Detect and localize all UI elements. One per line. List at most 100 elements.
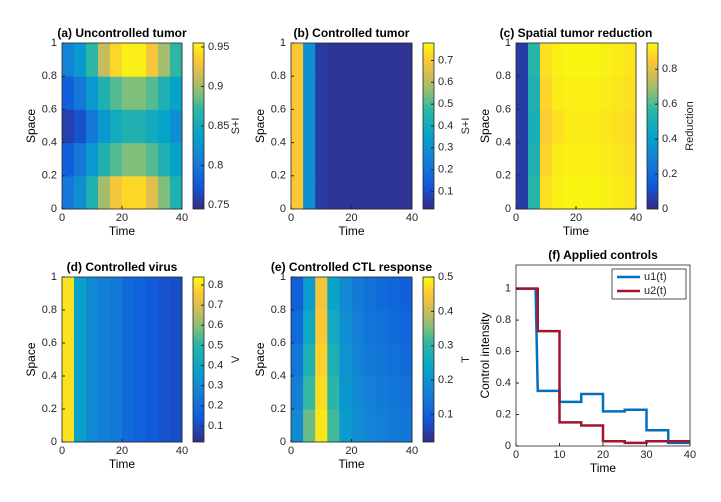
heatmap-cell <box>528 142 541 177</box>
x-tick-label: 0 <box>59 445 65 457</box>
x-tick-label: 40 <box>176 212 188 224</box>
y-tick-label: 1 <box>280 37 286 49</box>
heatmap-cell <box>158 409 171 443</box>
x-tick-label: 20 <box>570 212 582 224</box>
x-tick-label: 20 <box>345 212 357 224</box>
heatmap-cell <box>98 277 111 311</box>
heatmap-cell <box>303 76 316 110</box>
heatmap-cell <box>122 409 135 443</box>
heatmap-cell <box>351 109 365 144</box>
x-axis-label: Time <box>109 457 136 471</box>
heatmap-cell <box>74 409 87 443</box>
heatmap-cell <box>588 109 601 144</box>
x-axis-label: Time <box>563 224 590 238</box>
heatmap-cell <box>315 376 328 410</box>
heatmap-cell <box>170 109 183 144</box>
y-axis-label: Space <box>24 342 38 376</box>
heatmap-cell <box>86 43 99 77</box>
heatmap-cell <box>315 175 328 210</box>
heatmap-cell <box>134 142 147 177</box>
heatmap-cell <box>516 76 529 110</box>
colorbar-label: Reduction <box>684 101 696 151</box>
x-tick-label: 0 <box>59 212 65 224</box>
heatmap-cell <box>327 277 340 311</box>
legend-label: u1(t) <box>644 271 667 283</box>
heatmap-cell <box>399 376 413 410</box>
heatmap-cell <box>291 277 304 311</box>
heatmap-cell <box>122 109 135 144</box>
y-tick-label: 0.8 <box>496 314 511 326</box>
y-tick-label: 0.8 <box>271 70 286 82</box>
x-axis-label: Time <box>338 224 365 238</box>
heatmap-cell <box>564 109 577 144</box>
colorbar <box>646 42 659 210</box>
x-tick-label: 0 <box>513 212 519 224</box>
y-tick-label: 0.4 <box>271 137 286 149</box>
colorbar-label: T <box>460 356 472 363</box>
colorbar-tick-label: 0.5 <box>438 98 453 110</box>
heatmap-cell <box>516 109 529 144</box>
heatmap-cell <box>387 76 401 110</box>
heatmap-cell <box>387 409 401 443</box>
heatmap-cell <box>327 43 340 77</box>
heatmap-cell <box>158 109 171 144</box>
heatmap-cell <box>339 277 352 311</box>
y-axis-label: Space <box>253 342 267 376</box>
heatmap-cell <box>399 409 413 443</box>
heatmap-cell <box>170 310 183 344</box>
heatmap-cell <box>375 277 389 311</box>
heatmap-cell <box>98 43 111 77</box>
heatmap-cell <box>158 343 171 377</box>
x-axis-label: Time <box>109 224 136 238</box>
heatmap-cell <box>588 142 601 177</box>
heatmap-cell <box>327 142 340 177</box>
heatmap-cell <box>74 376 87 410</box>
heatmap-cell <box>158 376 171 410</box>
heatmap-cell <box>576 142 589 177</box>
heatmap-cell <box>351 43 365 77</box>
heatmap-cell <box>170 76 183 110</box>
heatmap-cell <box>363 310 377 344</box>
colorbar-tick-label: 0.5 <box>208 339 223 351</box>
heatmap-cell <box>564 43 577 77</box>
axes-box <box>61 42 183 210</box>
heatmap-cell <box>339 109 352 144</box>
y-tick-label: 1 <box>505 283 511 295</box>
axes-box <box>61 276 183 443</box>
heatmap-cell <box>122 43 135 77</box>
colorbar-label: S+I <box>460 118 472 135</box>
heatmap-cell <box>134 409 147 443</box>
heatmap-cell <box>86 343 99 377</box>
y-tick-label: 0 <box>51 436 57 448</box>
heatmap-cell <box>612 142 625 177</box>
heatmap-cell <box>122 277 135 311</box>
heatmap-cell <box>122 142 135 177</box>
y-tick-label: 1 <box>280 271 286 283</box>
heatmap-cell <box>110 376 123 410</box>
y-tick-label: 0 <box>505 440 511 452</box>
heatmap-cell <box>327 409 340 443</box>
y-tick-label: 0 <box>280 203 286 215</box>
axes-box <box>515 264 691 447</box>
colorbar-tick-label: 0.6 <box>438 76 453 88</box>
heatmap-cell <box>86 142 99 177</box>
heatmap-cell <box>528 109 541 144</box>
heatmap-cell <box>62 310 75 344</box>
colorbar-tick-label: 0.7 <box>208 299 223 311</box>
heatmap-cell <box>74 43 87 77</box>
heatmap-cell <box>146 277 159 311</box>
heatmap-cell <box>146 409 159 443</box>
heatmap-cell <box>170 409 183 443</box>
heatmap-cell <box>303 376 316 410</box>
heatmap-cell <box>624 142 637 177</box>
panel-title: (b) Controlled tumor <box>294 26 410 40</box>
heatmap-cell <box>146 142 159 177</box>
colorbar-tick-label: 0.95 <box>208 41 229 53</box>
heatmap-cell <box>158 142 171 177</box>
heatmap-cell <box>291 142 304 177</box>
heatmap-cell <box>86 376 99 410</box>
heatmap-cell <box>303 43 316 77</box>
heatmap-cell <box>291 76 304 110</box>
heatmap-cell <box>600 175 613 210</box>
heatmap-cell <box>564 76 577 110</box>
